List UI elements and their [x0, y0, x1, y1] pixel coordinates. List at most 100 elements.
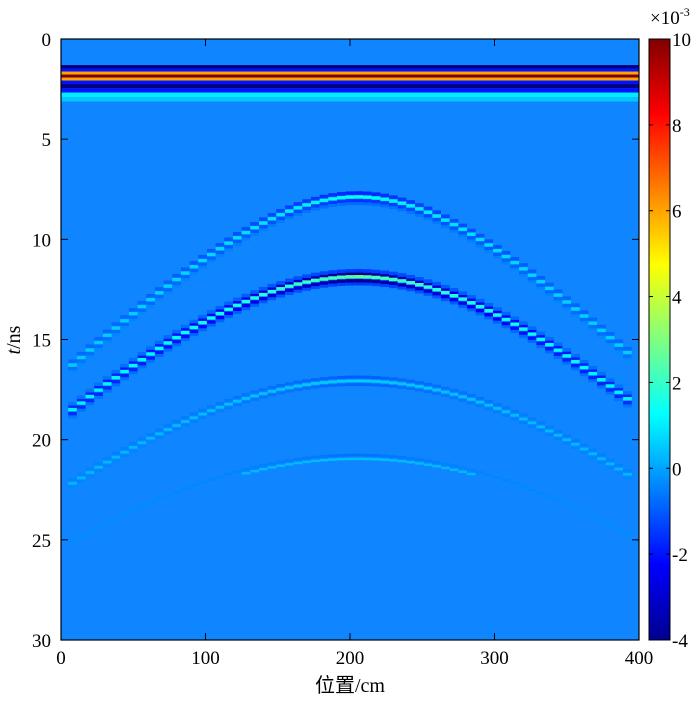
hyperbola-segment: [232, 470, 242, 474]
hyperbola-segment: [562, 303, 572, 308]
hyperbola-segment: [354, 195, 364, 199]
hyperbola-segment: [154, 291, 164, 295]
hyperbola-segment: [363, 269, 372, 273]
hyperbola-segment: [432, 287, 442, 292]
hyperbola-segment: [406, 379, 416, 383]
hyperbola-segment: [310, 459, 320, 463]
colorbar-scale-label: ×10-3: [650, 5, 690, 29]
hyperbola-segment: [232, 236, 242, 240]
hyperbola-segment: [588, 375, 598, 380]
hyperbola-segment: [241, 237, 251, 241]
hyperbola-segment: [354, 191, 364, 195]
hyperbola-segment: [519, 485, 528, 488]
hyperbola-segment: [94, 395, 103, 399]
hyperbola-segment: [415, 283, 424, 287]
hyperbola-segment: [111, 326, 121, 330]
hyperbola-segment: [493, 407, 502, 410]
hyperbola-segment: [441, 462, 450, 466]
hyperbola-segment: [120, 369, 129, 374]
hyperbola-segment: [206, 259, 216, 263]
hyperbola-segment: [302, 460, 311, 464]
hyperbola-segment: [536, 280, 546, 284]
hyperbola-segment: [302, 274, 311, 278]
hyperbola-segment: [484, 316, 494, 320]
hyperbola-segment: [536, 337, 546, 341]
hyperbola-segment: [258, 228, 268, 232]
hyperbola-segment: [562, 307, 572, 311]
hyperbola-segment: [180, 267, 190, 272]
hyperbola-segment: [380, 197, 390, 201]
hyperbola-segment: [258, 292, 268, 297]
hyperbola-segment: [111, 333, 121, 337]
hyperbola-segment: [527, 273, 537, 277]
hyperbola-segment: [345, 453, 355, 457]
hyperbola-segment: [189, 268, 199, 273]
hyperbola-segment: [198, 314, 207, 319]
hyperbola-segment: [475, 404, 485, 408]
hyperbola-segment: [441, 294, 450, 299]
hyperbola-segment: [154, 340, 164, 345]
hyperbola-segment: [614, 339, 624, 344]
hyperbola-segment: [475, 298, 485, 303]
hyperbola-segment: [597, 377, 606, 382]
hyperbola-segment: [415, 290, 424, 294]
hyperbola-segment: [76, 480, 86, 483]
hyperbola-segment: [562, 296, 572, 300]
hyperbola-segment: [449, 301, 459, 305]
hyperbola-segment: [224, 315, 233, 319]
hyperbola-segment: [536, 331, 546, 336]
hyperbola-segment: [605, 380, 615, 385]
hyperbola-segment: [154, 428, 164, 432]
hyperbola-segment: [458, 227, 468, 231]
hyperbola-segment: [597, 519, 606, 522]
hyperbola-segment: [423, 210, 433, 214]
hyperbola-segment: [605, 378, 615, 382]
hyperbola-segment: [85, 348, 95, 352]
hyperbola-segment: [510, 256, 520, 261]
hyperbola-segment: [241, 400, 251, 404]
hyperbola-segment: [441, 298, 450, 302]
hyperbola-segment: [102, 460, 112, 464]
direct-wave-band: [61, 77, 639, 81]
y-tick-label: 0: [42, 30, 52, 51]
hyperbola-segment: [76, 476, 86, 480]
hyperbola-segment: [623, 346, 632, 351]
hyperbola-segment: [571, 506, 580, 510]
hyperbola-segment: [128, 367, 138, 372]
hyperbola-segment: [605, 458, 615, 462]
hyperbola-segment: [415, 276, 424, 281]
hyperbola-segment: [258, 289, 268, 294]
hyperbola-segment: [467, 472, 476, 476]
hyperbola-segment: [215, 315, 225, 320]
hyperbola-segment: [111, 517, 121, 521]
hyperbola-segment: [128, 371, 138, 375]
hyperbola-segment: [623, 476, 632, 480]
hyperbola-segment: [232, 310, 242, 314]
hyperbola-segment: [363, 191, 372, 196]
hyperbola-segment: [319, 202, 329, 206]
hyperbola-segment: [441, 466, 450, 470]
hyperbola-segment: [319, 377, 329, 381]
hyperbola-segment: [415, 279, 424, 284]
hyperbola-segment: [597, 453, 606, 457]
hyperbola-segment: [562, 434, 572, 438]
hyperbola-segment: [189, 329, 199, 334]
hyperbola-segment: [397, 286, 407, 290]
hyperbola-segment: [432, 384, 442, 388]
hyperbola-segment: [284, 459, 294, 462]
hyperbola-segment: [189, 265, 199, 269]
hyperbola-segment: [310, 275, 320, 280]
hyperbola-segment: [579, 362, 589, 367]
hyperbola-segment: [172, 490, 181, 494]
hyperbola-segment: [111, 383, 121, 387]
hyperbola-segment: [154, 298, 164, 301]
hyperbola-segment: [363, 279, 372, 284]
hyperbola-segment: [458, 391, 468, 395]
hyperbola-segment: [397, 205, 407, 209]
hyperbola-segment: [68, 485, 77, 489]
hyperbola-segment: [76, 351, 86, 356]
hyperbola-segment: [545, 425, 554, 429]
hyperbola-segment: [553, 297, 563, 301]
hyperbola-segment: [284, 382, 294, 386]
hyperbola-segment: [258, 296, 268, 301]
